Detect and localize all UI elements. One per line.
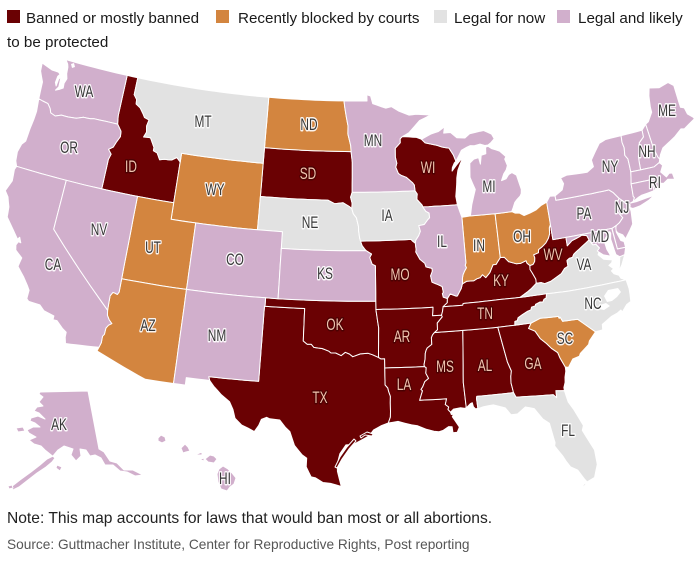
svg-text:ID: ID bbox=[125, 158, 137, 176]
svg-text:OH: OH bbox=[513, 228, 531, 246]
svg-text:MD: MD bbox=[591, 228, 609, 246]
svg-text:ND: ND bbox=[300, 116, 317, 134]
svg-text:IN: IN bbox=[473, 237, 485, 255]
svg-text:NV: NV bbox=[91, 221, 108, 239]
svg-text:SC: SC bbox=[557, 330, 573, 348]
svg-text:MI: MI bbox=[482, 178, 495, 196]
svg-text:AR: AR bbox=[394, 328, 410, 346]
svg-text:UT: UT bbox=[145, 239, 161, 257]
svg-text:VA: VA bbox=[577, 256, 592, 274]
svg-text:TX: TX bbox=[312, 389, 328, 407]
svg-text:KS: KS bbox=[317, 265, 333, 283]
svg-text:NE: NE bbox=[302, 214, 318, 232]
svg-text:ME: ME bbox=[658, 102, 676, 120]
svg-text:WA: WA bbox=[75, 83, 94, 101]
svg-text:GA: GA bbox=[524, 355, 541, 373]
svg-text:AL: AL bbox=[478, 357, 493, 375]
svg-text:IL: IL bbox=[437, 233, 447, 251]
svg-text:LA: LA bbox=[397, 376, 412, 394]
svg-text:AZ: AZ bbox=[140, 317, 155, 335]
svg-text:WI: WI bbox=[421, 159, 435, 177]
svg-text:OK: OK bbox=[326, 316, 343, 334]
svg-text:WY: WY bbox=[205, 181, 224, 199]
svg-text:NY: NY bbox=[602, 158, 619, 176]
svg-text:NC: NC bbox=[584, 295, 601, 313]
svg-text:MO: MO bbox=[390, 266, 409, 284]
svg-text:IA: IA bbox=[381, 207, 393, 225]
svg-text:MT: MT bbox=[194, 113, 211, 131]
svg-text:OR: OR bbox=[60, 139, 78, 157]
svg-text:HI: HI bbox=[219, 470, 231, 488]
svg-text:MS: MS bbox=[436, 358, 454, 376]
svg-text:AK: AK bbox=[51, 416, 67, 434]
svg-text:PA: PA bbox=[577, 205, 592, 223]
svg-text:WV: WV bbox=[543, 246, 562, 264]
svg-text:NJ: NJ bbox=[615, 199, 630, 217]
svg-text:RI: RI bbox=[649, 174, 661, 192]
svg-text:SD: SD bbox=[300, 165, 316, 183]
svg-text:MN: MN bbox=[364, 132, 382, 150]
svg-text:NH: NH bbox=[638, 143, 655, 161]
svg-text:NM: NM bbox=[208, 327, 226, 345]
svg-text:CA: CA bbox=[45, 256, 62, 274]
svg-text:FL: FL bbox=[561, 422, 575, 440]
svg-text:TN: TN bbox=[477, 305, 493, 323]
svg-text:CO: CO bbox=[226, 251, 244, 269]
svg-text:KY: KY bbox=[493, 272, 509, 290]
